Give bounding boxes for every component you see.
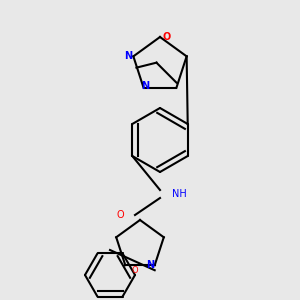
Text: O: O (163, 32, 171, 42)
Text: N: N (146, 260, 154, 270)
Text: N: N (124, 51, 132, 61)
Text: O: O (116, 210, 124, 220)
Text: NH: NH (172, 189, 187, 199)
Text: O: O (132, 266, 139, 275)
Text: N: N (142, 81, 150, 91)
